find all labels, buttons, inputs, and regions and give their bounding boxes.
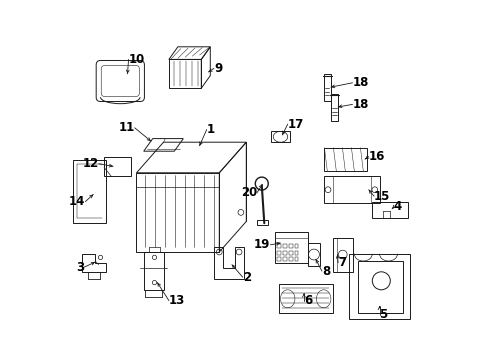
Text: 7: 7 (337, 256, 346, 269)
Bar (277, 251, 281, 255)
Text: 13: 13 (168, 294, 185, 307)
Text: 8: 8 (321, 265, 329, 278)
Text: 18: 18 (352, 98, 368, 111)
Bar (277, 257, 281, 261)
Text: 17: 17 (287, 118, 304, 131)
Text: 18: 18 (352, 76, 368, 89)
Bar (294, 251, 298, 255)
Bar (294, 257, 298, 261)
Bar (277, 244, 281, 248)
Text: 4: 4 (393, 201, 401, 213)
Text: 3: 3 (76, 261, 84, 274)
Text: 1: 1 (206, 123, 214, 136)
Text: 15: 15 (373, 190, 390, 203)
Bar (283, 257, 286, 261)
Bar (283, 251, 286, 255)
Text: 16: 16 (368, 150, 384, 163)
Text: 6: 6 (303, 294, 311, 307)
Text: 12: 12 (82, 157, 99, 170)
Text: 9: 9 (213, 62, 222, 75)
Bar (294, 244, 298, 248)
Bar (283, 244, 286, 248)
Text: 14: 14 (69, 195, 85, 208)
Bar (288, 257, 292, 261)
Text: 11: 11 (118, 121, 134, 134)
Text: 10: 10 (128, 53, 144, 66)
Text: 19: 19 (254, 238, 270, 251)
Bar (288, 244, 292, 248)
Text: 2: 2 (242, 271, 250, 284)
Text: 5: 5 (379, 309, 387, 321)
Bar (288, 251, 292, 255)
Text: 20: 20 (241, 186, 257, 199)
